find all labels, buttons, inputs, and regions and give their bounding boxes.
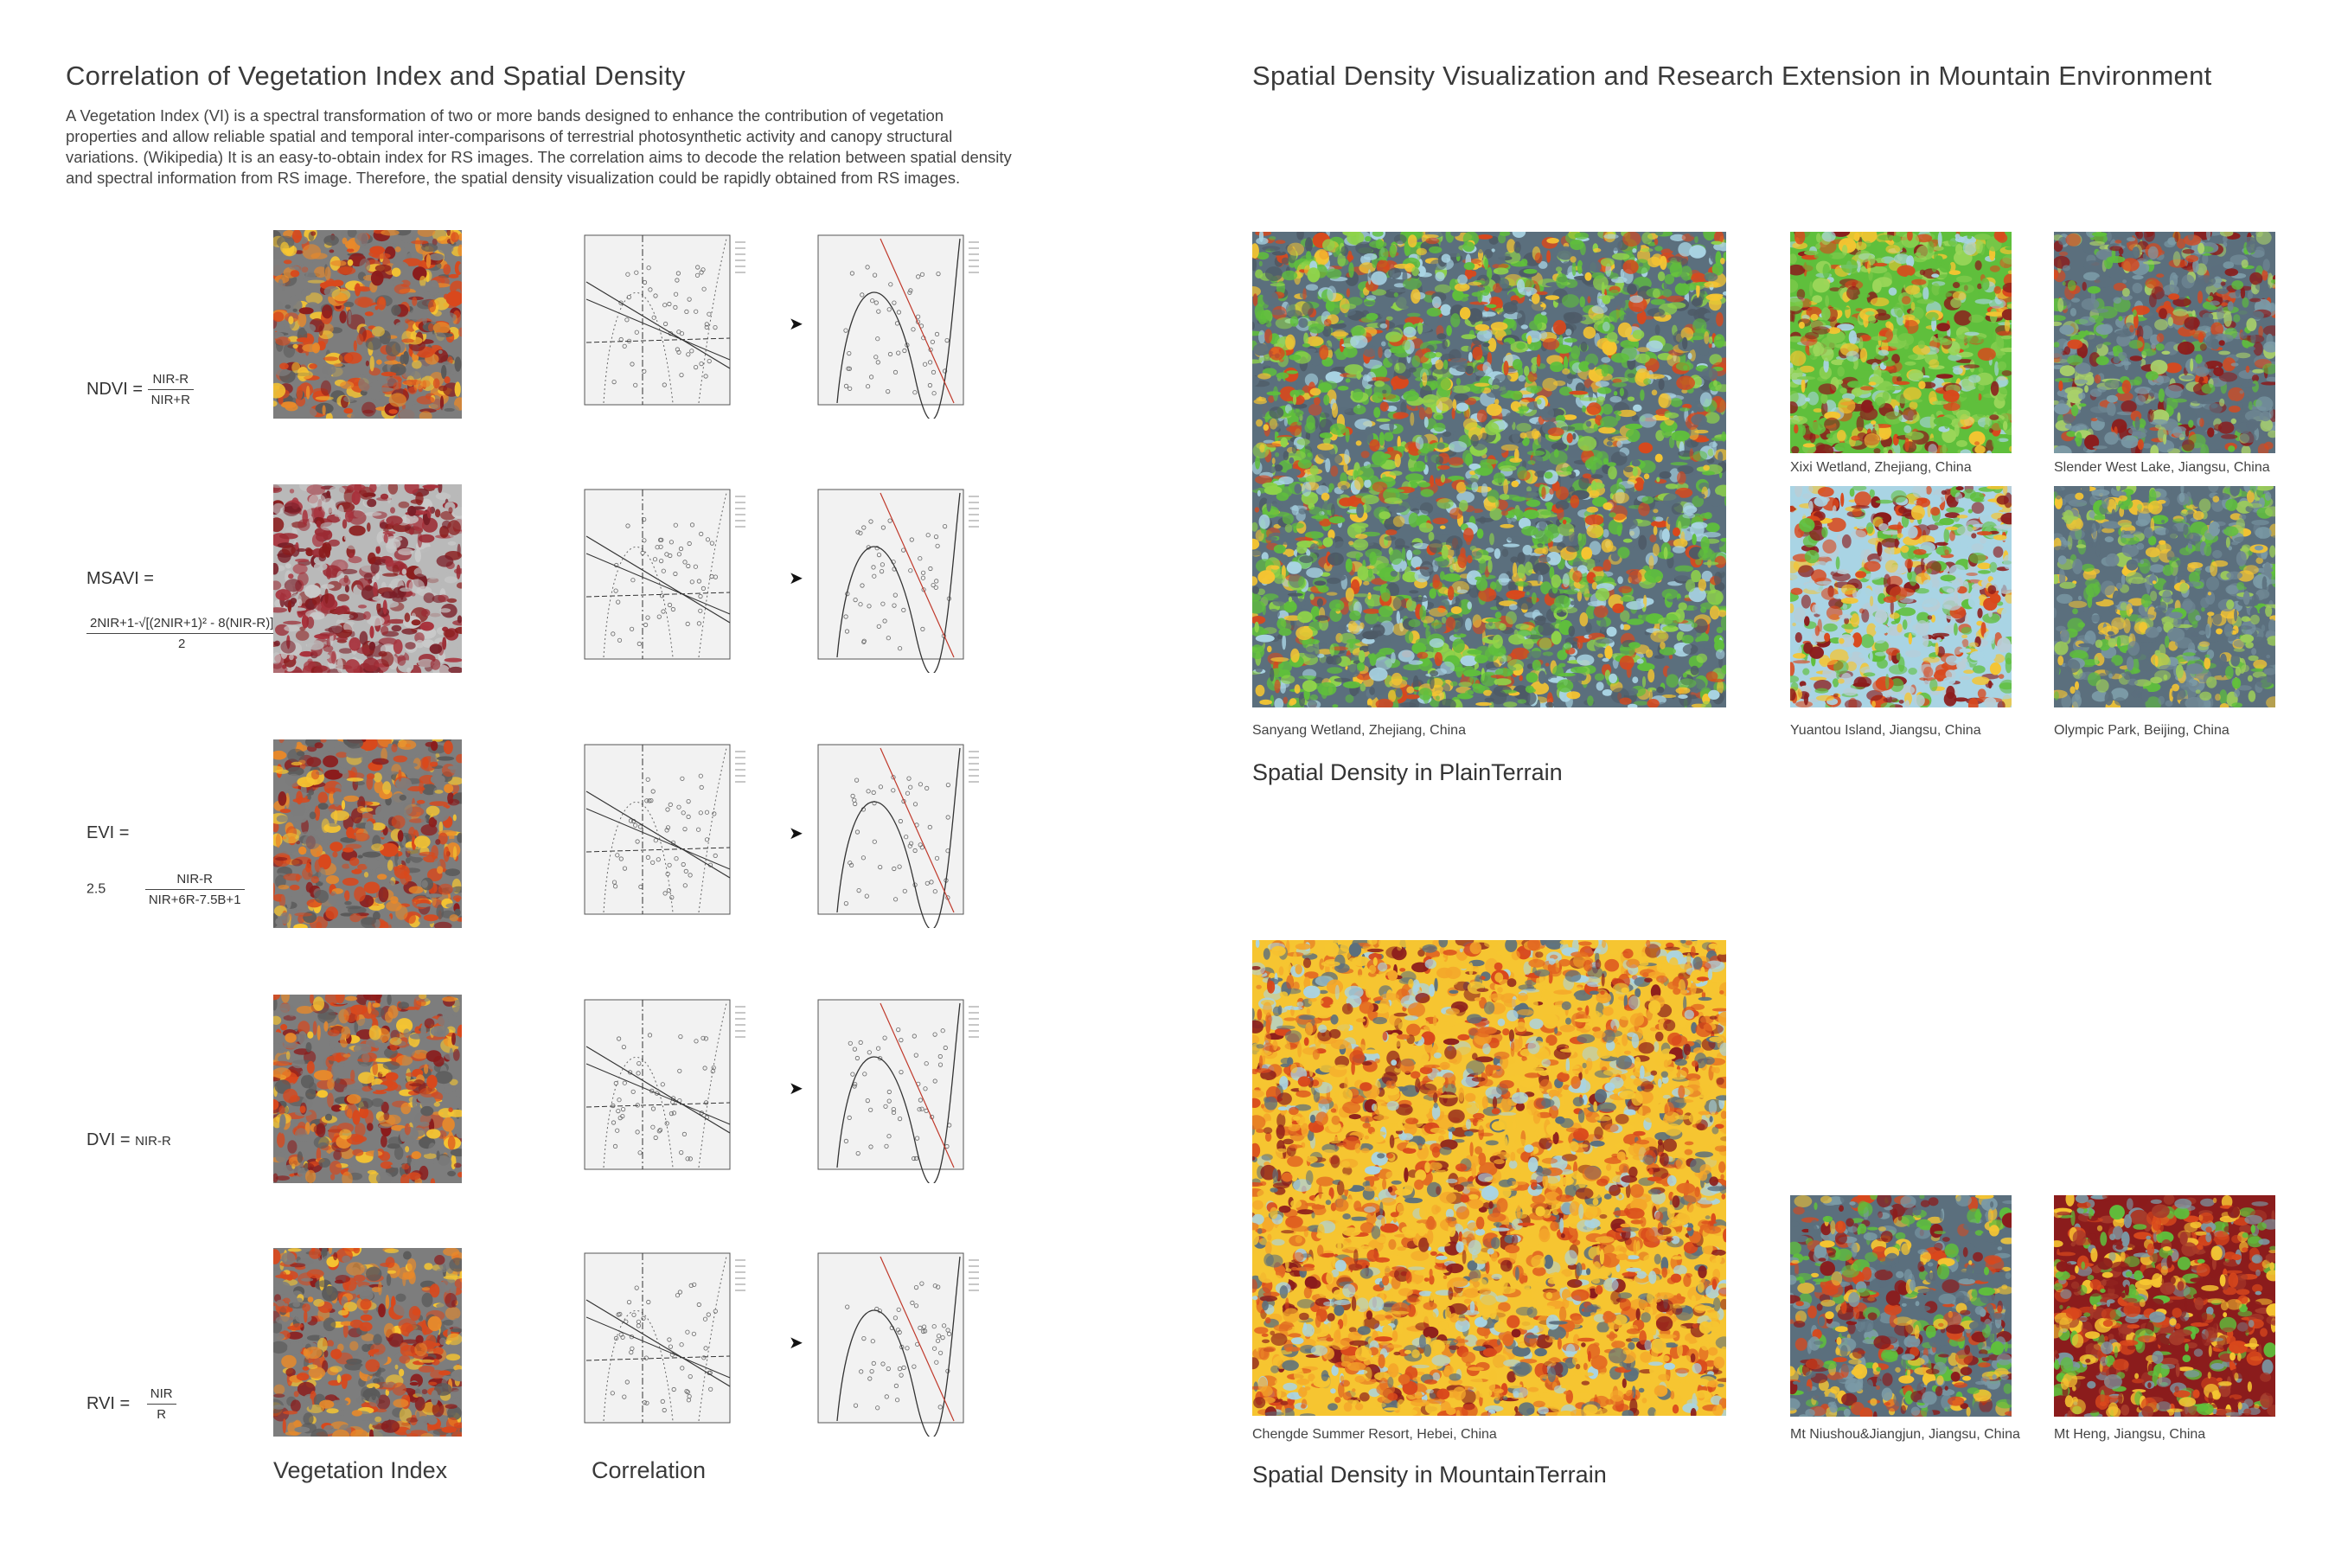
xixi-wetland-map xyxy=(1790,232,2012,453)
map-caption: Chengde Summer Resort, Hebei, China xyxy=(1252,1427,1497,1442)
formula-prefix: 2.5 xyxy=(86,881,106,897)
mt-heng-map xyxy=(2054,1195,2275,1417)
mt-niushou-jiangjun-map xyxy=(1790,1195,2012,1417)
right-page-title: Spatial Density Visualization and Resear… xyxy=(1252,61,2212,91)
formula-evi-name: EVI = xyxy=(86,823,130,842)
formula-numerator: 2NIR+1-√[(2NIR+1)² - 8(NIR-R)] xyxy=(90,616,274,630)
formula-name: RVI = xyxy=(86,1393,131,1413)
formula-denominator: 2 xyxy=(86,633,278,651)
vegetation-index-image-dvi xyxy=(273,995,462,1183)
formula-expression: NIR-R xyxy=(135,1134,171,1149)
formula-name: DVI = xyxy=(86,1130,131,1149)
mountain-terrain-heading: Spatial Density in MountainTerrain xyxy=(1252,1462,1607,1488)
correlation-scatter-plot-ndvi xyxy=(584,234,745,406)
correlation-scatter-plot-dvi xyxy=(584,999,745,1170)
map-caption: Slender West Lake, Jiangsu, China xyxy=(2054,460,2270,475)
map-caption: Mt Niushou&Jiangjun, Jiangsu, China xyxy=(1790,1427,2020,1442)
formula-msavi: 2NIR+1-√[(2NIR+1)² - 8(NIR-R)] 2 xyxy=(86,616,278,651)
arrow-icon: ➤ xyxy=(789,315,803,334)
description-line: A Vegetation Index (VI) is a spectral tr… xyxy=(66,106,944,125)
vegetation-index-image-rvi xyxy=(273,1248,462,1437)
yuantou-island-map xyxy=(1790,486,2012,707)
left-page-title: Correlation of Vegetation Index and Spat… xyxy=(66,61,686,91)
formula-ndvi: NDVI = NIR-R NIR+R xyxy=(86,372,195,407)
correlation-fit-plot-msavi xyxy=(817,489,979,673)
map-caption: Xixi Wetland, Zhejiang, China xyxy=(1790,460,1972,475)
plain-terrain-heading: Spatial Density in PlainTerrain xyxy=(1252,759,1563,785)
formula-denominator: R xyxy=(146,1404,176,1422)
vegetation-index-image-msavi xyxy=(273,484,462,673)
left-page-description: A Vegetation Index (VI) is a spectral tr… xyxy=(66,106,1043,189)
formula-evi: 2.5 NIR-R NIR+6R-7.5B+1 xyxy=(86,872,245,907)
formula-numerator: NIR xyxy=(150,1386,173,1401)
description-line: properties and allow reliable spatial an… xyxy=(66,127,953,145)
vegetation-index-column-label: Vegetation Index xyxy=(273,1457,448,1483)
correlation-column-label: Correlation xyxy=(592,1457,707,1483)
formula-fraction: NIR-R NIR+R xyxy=(147,372,195,407)
formula-denominator: NIR+R xyxy=(147,389,195,407)
correlation-fit-plot-evi xyxy=(817,744,979,928)
formula-denominator: NIR+6R-7.5B+1 xyxy=(144,889,245,907)
description-line: and spectral information from RS image. … xyxy=(66,169,961,187)
sanyang-wetland-map xyxy=(1252,232,1726,707)
formula-rvi: RVI = NIR R xyxy=(86,1386,176,1422)
formula-fraction: NIR-R NIR+6R-7.5B+1 xyxy=(144,872,245,907)
correlation-fit-plot-ndvi xyxy=(817,234,979,419)
map-caption: Sanyang Wetland, Zhejiang, China xyxy=(1252,723,1466,738)
chengde-summer-resort-map xyxy=(1252,940,1726,1416)
vegetation-index-image-ndvi xyxy=(273,230,462,419)
formula-numerator: NIR-R xyxy=(152,372,189,387)
description-line: variations. (Wikipedia) It is an easy-to… xyxy=(66,148,1012,166)
map-caption: Olympic Park, Beijing, China xyxy=(2054,723,2229,738)
slender-west-lake-map xyxy=(2054,232,2275,453)
map-caption: Mt Heng, Jiangsu, China xyxy=(2054,1427,2206,1442)
arrow-icon: ➤ xyxy=(789,824,803,843)
formula-numerator: NIR-R xyxy=(176,872,214,886)
vegetation-index-image-evi xyxy=(273,739,462,928)
arrow-icon: ➤ xyxy=(789,1079,803,1098)
formula-dvi: DVI = NIR-R xyxy=(86,1130,171,1150)
arrow-icon: ➤ xyxy=(789,569,803,588)
correlation-scatter-plot-evi xyxy=(584,744,745,915)
formula-fraction: 2NIR+1-√[(2NIR+1)² - 8(NIR-R)] 2 xyxy=(86,616,278,651)
olympic-park-map xyxy=(2054,486,2275,707)
formula-msavi-name: MSAVI = xyxy=(86,569,154,588)
arrow-icon: ➤ xyxy=(789,1334,803,1353)
correlation-fit-plot-dvi xyxy=(817,999,979,1183)
formula-name: NDVI = xyxy=(86,379,144,399)
correlation-scatter-plot-rvi xyxy=(584,1252,745,1424)
formula-fraction: NIR R xyxy=(146,1386,176,1422)
correlation-scatter-plot-msavi xyxy=(584,489,745,660)
correlation-fit-plot-rvi xyxy=(817,1252,979,1437)
map-caption: Yuantou Island, Jiangsu, China xyxy=(1790,723,1981,738)
